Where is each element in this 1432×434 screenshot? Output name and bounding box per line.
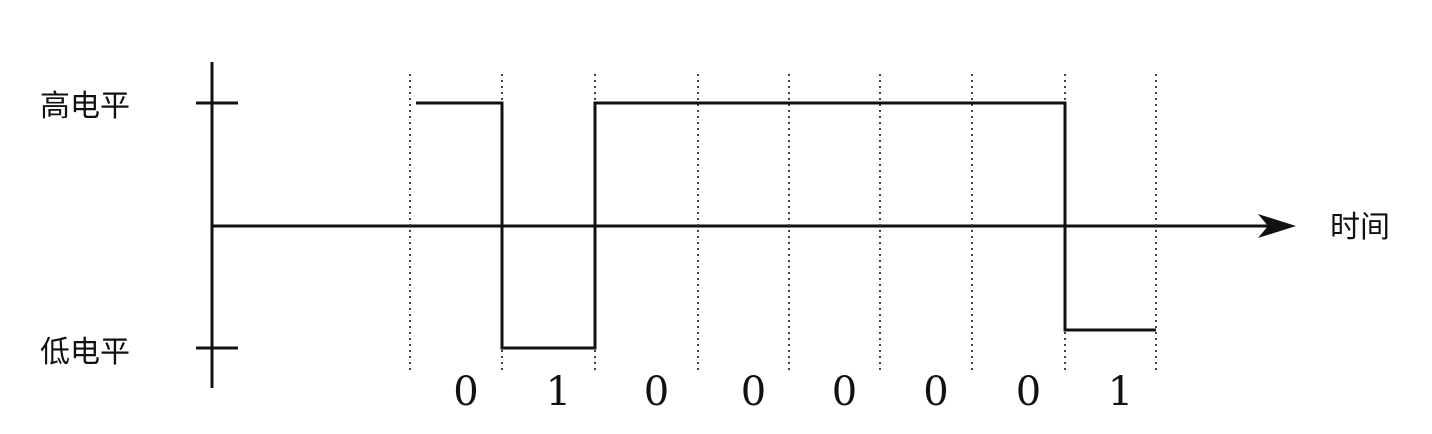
- bit-label: 0: [453, 369, 478, 415]
- bit-label: 1: [1108, 369, 1133, 415]
- bit-dividers: [409, 74, 1157, 374]
- bit-label: 1: [546, 369, 571, 415]
- time-axis-arrow-icon: [1258, 214, 1296, 238]
- bit-label: 0: [741, 369, 766, 415]
- bit-label: 0: [923, 369, 948, 415]
- high-level-label: 高电平: [40, 89, 130, 124]
- bit-label: 0: [832, 369, 857, 415]
- bit-label: 0: [1016, 369, 1041, 415]
- bit-labels: 0 1 0 0 0 0 0 1: [453, 369, 1133, 415]
- signal-waveform: [416, 101, 1156, 350]
- time-axis-label: 时间: [1330, 210, 1390, 245]
- bit-label: 0: [644, 369, 669, 415]
- low-level-label: 低电平: [40, 335, 130, 370]
